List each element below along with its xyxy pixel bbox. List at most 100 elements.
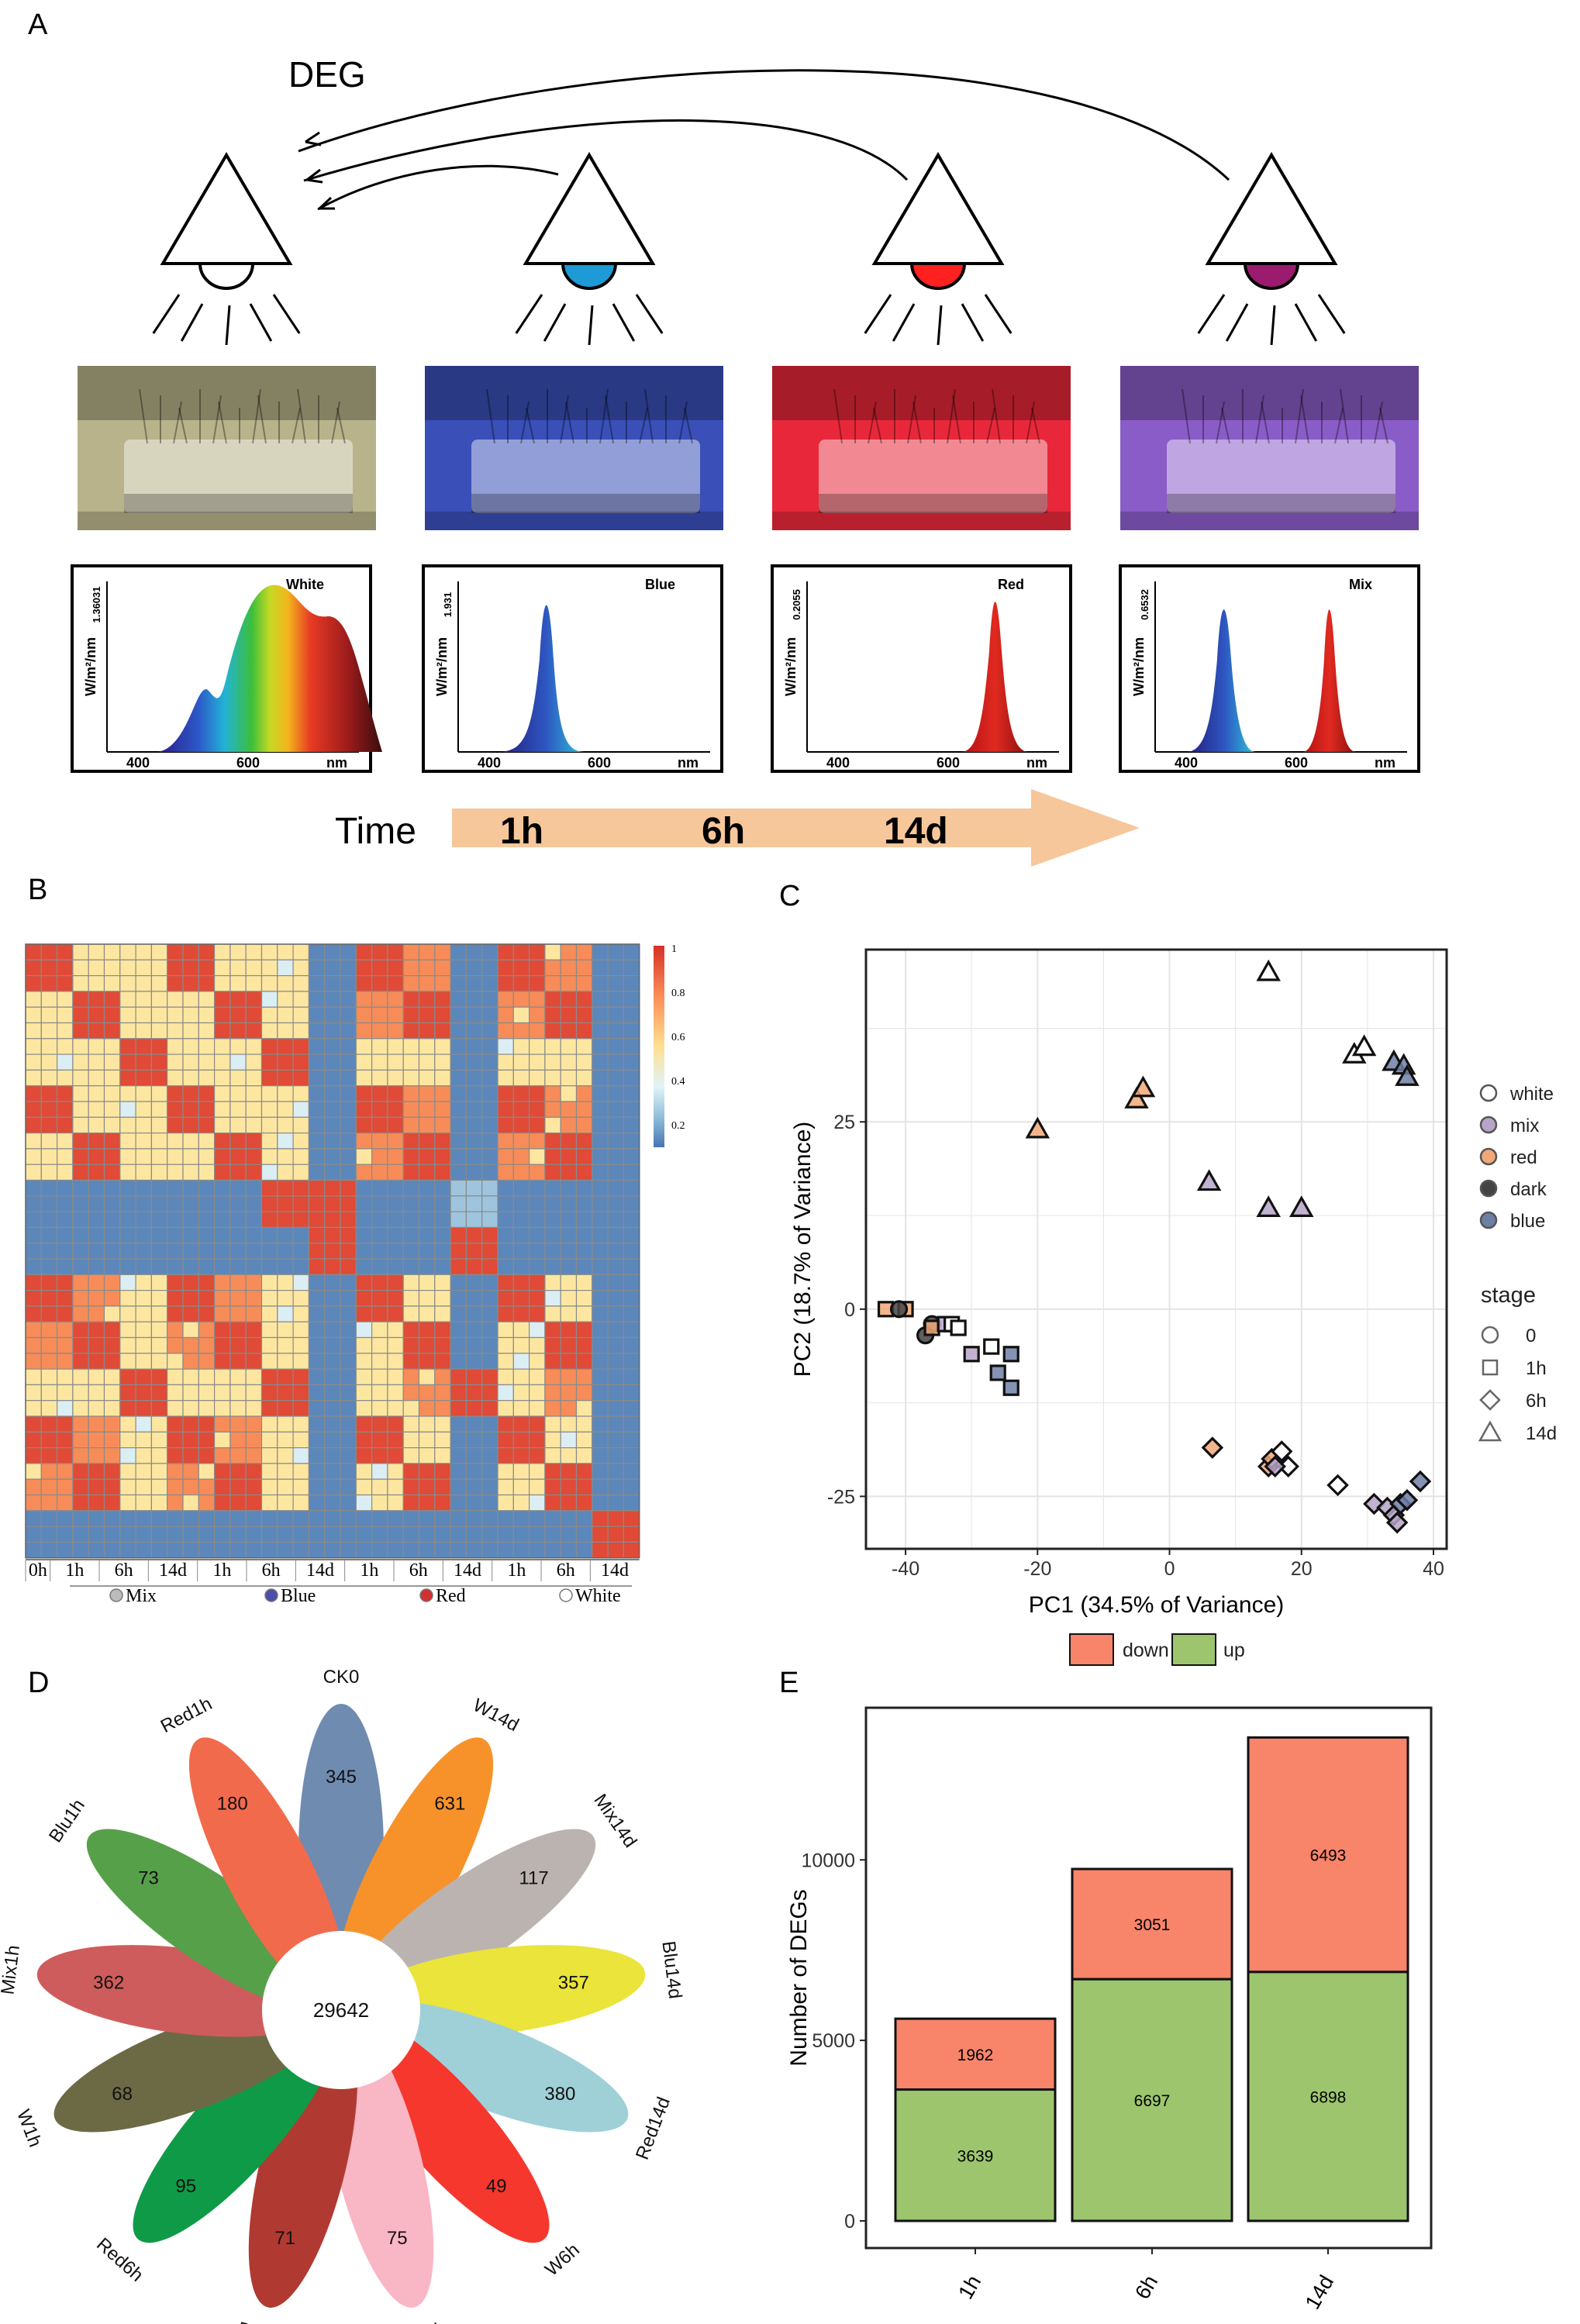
heatmap-cell bbox=[135, 1336, 153, 1354]
heatmap-cell bbox=[450, 1164, 467, 1181]
heatmap-cell bbox=[214, 1384, 231, 1402]
spectrum-title: Blue bbox=[645, 577, 675, 592]
heatmap-cell bbox=[324, 974, 341, 992]
heatmap-cell bbox=[465, 1211, 483, 1228]
heatmap-cell bbox=[355, 1494, 373, 1512]
column-label: 0h bbox=[29, 1560, 47, 1581]
heatmap-cell bbox=[182, 1179, 199, 1197]
heatmap-cell bbox=[497, 1305, 514, 1322]
heatmap-cell bbox=[72, 1132, 89, 1150]
heatmap-cell bbox=[135, 1211, 153, 1228]
heatmap-cell bbox=[402, 1494, 420, 1512]
heatmap-cell bbox=[72, 1006, 89, 1024]
heatmap-cell bbox=[198, 1368, 216, 1385]
heatmap-cell bbox=[72, 1053, 89, 1071]
heatmap-cell bbox=[371, 1305, 388, 1322]
heatmap-cell bbox=[229, 1038, 247, 1055]
heatmap-cell bbox=[135, 1085, 153, 1102]
heatmap-cell bbox=[371, 1274, 388, 1291]
heatmap-cell bbox=[528, 1038, 546, 1055]
heatmap-cell bbox=[119, 1541, 136, 1559]
heatmap-cell bbox=[103, 1321, 121, 1339]
heatmap-cell bbox=[575, 943, 593, 960]
heatmap-cell bbox=[245, 1478, 263, 1496]
heatmap-cell bbox=[88, 1069, 105, 1087]
heatmap-cell bbox=[465, 1274, 483, 1291]
heatmap-cell bbox=[560, 1164, 578, 1181]
heatmap-cell bbox=[277, 1353, 294, 1370]
heatmap-cell bbox=[260, 1510, 278, 1527]
heatmap-cell bbox=[355, 1132, 373, 1150]
petal-label: CK0 bbox=[323, 1667, 360, 1688]
seedling bbox=[1295, 388, 1304, 444]
heatmap-cell bbox=[340, 1541, 357, 1559]
heatmap-cell bbox=[355, 1022, 373, 1040]
heatmap-cell bbox=[119, 1305, 136, 1322]
heatmap-cell bbox=[607, 1226, 624, 1244]
heatmap-cell bbox=[72, 1226, 89, 1244]
heatmap-cell bbox=[623, 1526, 640, 1543]
heatmap-cell bbox=[150, 1132, 168, 1150]
heatmap-cell bbox=[387, 1274, 404, 1291]
heatmap-cell bbox=[544, 1384, 561, 1402]
heatmap-cell bbox=[324, 1415, 341, 1433]
heatmap-cell bbox=[434, 991, 451, 1008]
heatmap-cell bbox=[528, 1211, 546, 1228]
heatmap-cell bbox=[277, 1321, 294, 1339]
heatmap-cell bbox=[260, 991, 278, 1008]
heatmap-cell bbox=[245, 1226, 263, 1244]
heatmap-cell bbox=[308, 1274, 326, 1291]
heatmap-cell bbox=[88, 991, 105, 1008]
heatmap-cell bbox=[434, 1368, 451, 1385]
heatmap-cell bbox=[607, 1526, 624, 1543]
heatmap-cell bbox=[387, 1101, 404, 1118]
heatmap-cell bbox=[528, 1101, 546, 1118]
heatmap-cell bbox=[56, 991, 74, 1008]
heatmap-cell bbox=[182, 1006, 199, 1024]
heatmap-cell bbox=[465, 1085, 483, 1102]
heatmap-cell bbox=[25, 1226, 42, 1244]
heatmap-cell bbox=[434, 1384, 451, 1402]
heatmap-cell bbox=[623, 1101, 640, 1118]
heatmap-cell bbox=[260, 1038, 278, 1055]
heatmap-cell bbox=[245, 1494, 263, 1512]
heatmap-cell bbox=[497, 1038, 514, 1055]
heatmap-cell bbox=[260, 1415, 278, 1433]
heatmap-cell bbox=[214, 1132, 231, 1150]
heatmap-cell bbox=[465, 1148, 483, 1165]
heatmap-cell bbox=[387, 1463, 404, 1480]
heatmap-cell bbox=[167, 1164, 184, 1181]
heatmap-cell bbox=[72, 974, 89, 992]
heatmap-cell bbox=[560, 1179, 578, 1197]
heatmap-cell bbox=[528, 1353, 546, 1370]
heatmap-cell bbox=[450, 1305, 467, 1322]
heatmap-cell bbox=[260, 1116, 278, 1134]
heatmap-cell bbox=[528, 1022, 546, 1040]
heatmap-cell bbox=[575, 1478, 593, 1496]
heatmap-cell bbox=[340, 1069, 357, 1087]
heatmap-cell bbox=[292, 1116, 310, 1134]
lamp-bulb bbox=[198, 262, 255, 290]
heatmap-cell bbox=[340, 1226, 357, 1244]
heatmap-cell bbox=[340, 1274, 357, 1291]
heatmap-cell bbox=[544, 1463, 561, 1480]
heatmap-cell bbox=[245, 1132, 263, 1150]
heatmap-cell bbox=[214, 1336, 231, 1354]
heatmap-cell bbox=[512, 1463, 530, 1480]
heatmap-cell bbox=[150, 1400, 168, 1417]
heatmap-cell bbox=[150, 974, 168, 992]
heatmap-cell bbox=[528, 1148, 546, 1165]
heatmap-cell bbox=[465, 1116, 483, 1134]
heatmap-cell bbox=[135, 1069, 153, 1087]
heatmap-cell bbox=[544, 974, 561, 992]
heatmap-cell bbox=[182, 1085, 199, 1102]
heatmap-cell bbox=[340, 1446, 357, 1464]
heatmap-cell bbox=[481, 1101, 498, 1118]
heatmap-cell bbox=[371, 1226, 388, 1244]
heatmap-cell bbox=[277, 1226, 294, 1244]
heatmap-cell bbox=[308, 1368, 326, 1385]
heatmap-cell bbox=[72, 1101, 89, 1118]
heatmap-cell bbox=[512, 1085, 530, 1102]
heatmap-cell bbox=[512, 1148, 530, 1165]
heatmap-cell bbox=[25, 1148, 42, 1165]
